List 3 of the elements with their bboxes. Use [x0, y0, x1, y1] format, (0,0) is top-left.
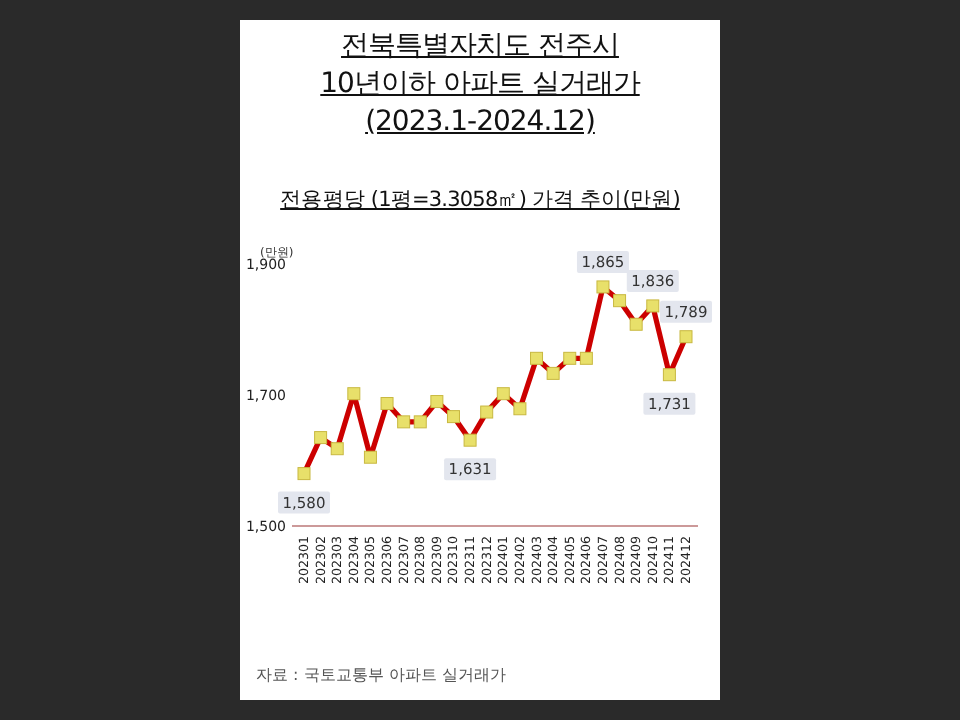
chart-title: 전북특별자치도 전주시 10년이하 아파트 실거래가 (2023.1-2024.12) [318, 28, 643, 142]
text: 자료 : 국토교통부 아파트 실거래가 [256, 664, 506, 686]
chart-subtitle: 전용평당 (1평=3.3058㎡) 가격 추이(만원) [278, 186, 682, 214]
